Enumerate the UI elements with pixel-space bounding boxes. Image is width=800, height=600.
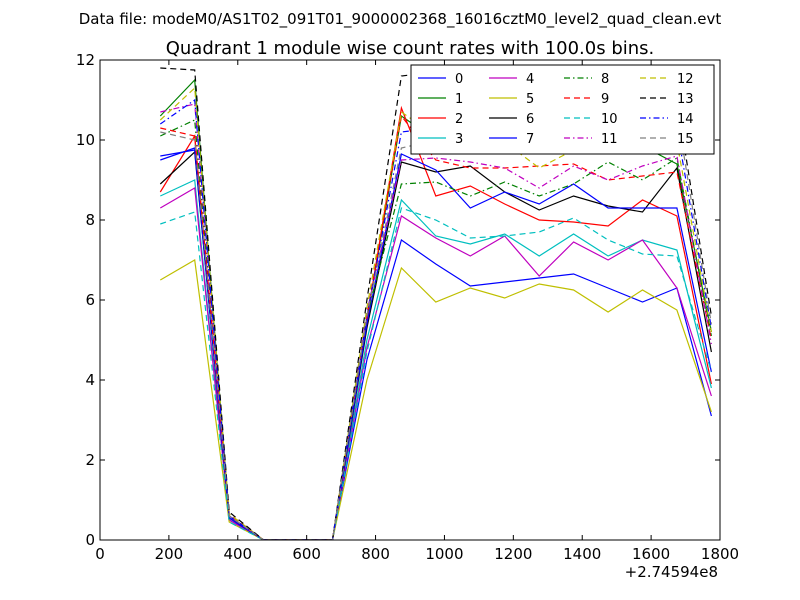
x-tick-label: 1200 [494, 545, 532, 563]
legend-label-12: 12 [677, 72, 694, 87]
y-tick-label: 8 [85, 211, 95, 229]
legend-label-0: 0 [455, 72, 463, 87]
y-tick-label: 4 [85, 371, 95, 389]
x-tick-label: 1400 [563, 545, 601, 563]
legend-label-10: 10 [601, 112, 618, 127]
series-line-15 [160, 99, 712, 540]
legend-label-6: 6 [526, 112, 534, 127]
legend-label-5: 5 [526, 92, 534, 107]
y-tick-label: 10 [76, 131, 95, 149]
legend-label-15: 15 [677, 132, 694, 147]
y-tick-label: 12 [76, 51, 95, 69]
y-tick-label: 2 [85, 451, 95, 469]
x-tick-label: 200 [155, 545, 184, 563]
legend-label-1: 1 [455, 92, 463, 107]
legend-label-4: 4 [526, 72, 534, 87]
legend-label-2: 2 [455, 112, 463, 127]
x-tick-label: 400 [223, 545, 252, 563]
y-tick-label: 0 [85, 531, 95, 549]
x-offset-label: +2.74594e8 [625, 563, 718, 581]
legend-label-13: 13 [677, 92, 694, 107]
axis-ticks: 0 200 400 600 800 1000 1200 1400 1600 18000246810… [76, 51, 739, 563]
x-tick-label: 1000 [425, 545, 463, 563]
y-tick-label: 6 [85, 291, 95, 309]
legend-label-14: 14 [677, 112, 694, 127]
legend-label-3: 3 [455, 132, 463, 147]
axes-frame [99, 59, 721, 541]
legend-label-9: 9 [601, 92, 609, 107]
legend-label-8: 8 [601, 72, 609, 87]
x-tick-label: 600 [292, 545, 321, 563]
x-tick-label: 800 [361, 545, 390, 563]
chart-title: Quadrant 1 module wise count rates with … [166, 38, 655, 59]
x-tick-label: 0 [95, 545, 105, 563]
legend-label-7: 7 [526, 132, 534, 147]
series-line-10 [160, 207, 712, 540]
x-tick-label: 1600 [632, 545, 670, 563]
legend-box [410, 64, 715, 155]
figure-suptitle: Data file: modeM0/AS1T02_091T01_90000023… [79, 10, 722, 29]
x-tick-label: 1800 [701, 545, 739, 563]
legend-label-11: 11 [601, 132, 618, 147]
